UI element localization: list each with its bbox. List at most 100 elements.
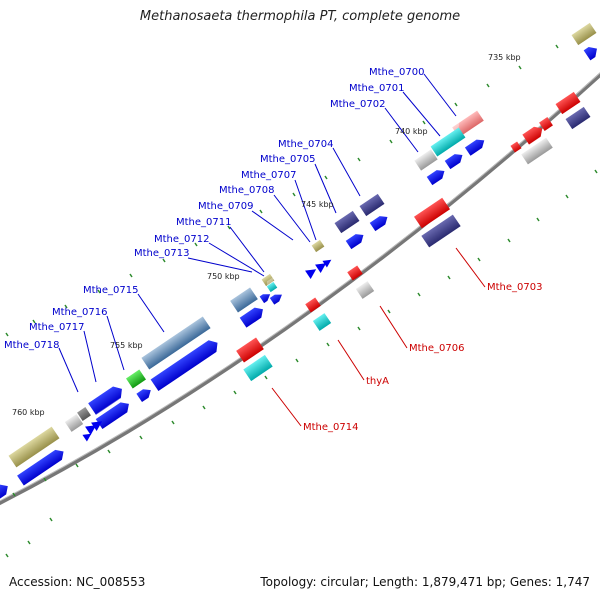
feature-mthe-0703[interactable] [412, 192, 453, 229]
feature-red-b[interactable] [520, 120, 546, 145]
cds-mthe-0708[interactable] [305, 265, 319, 279]
cds-mthe-0709b[interactable] [322, 256, 333, 268]
tick-mark-outer [422, 120, 426, 125]
tick-mark-inner [507, 238, 511, 243]
leader-mthe-0707 [294, 179, 317, 241]
feature-red-d[interactable] [508, 136, 524, 153]
feature-olive-b[interactable] [6, 421, 62, 468]
cds-mthe-0713b[interactable] [237, 301, 266, 328]
tick-mark-inner [27, 540, 31, 545]
cds-mthe-0712[interactable] [268, 288, 285, 305]
tick-mark-outer [324, 175, 328, 180]
feature-mthe-0711[interactable] [259, 268, 276, 287]
feature-mthe-0713[interactable] [228, 282, 260, 313]
cds-mthe-0717[interactable] [86, 380, 126, 415]
tick-mark-outer [162, 258, 166, 263]
gene-label-thya[interactable]: thyA [366, 376, 389, 387]
tick-mark-inner [295, 358, 299, 363]
cds-mthe-0713[interactable] [257, 288, 272, 304]
feature-red-c[interactable] [537, 112, 556, 131]
feature-mthe-0715[interactable] [139, 311, 213, 370]
gene-label-mthe-0711[interactable]: Mthe_0711 [176, 217, 232, 228]
tick-label-740: 740 kbp [395, 127, 428, 136]
cds-mthe-0705[interactable] [344, 228, 367, 250]
gene-label-mthe-0706[interactable]: Mthe_0706 [409, 343, 465, 354]
feature-mthe-0712[interactable] [264, 276, 279, 293]
gene-label-mthe-0713[interactable]: Mthe_0713 [134, 248, 190, 259]
tick-mark-inner [477, 257, 481, 262]
cds-top-right[interactable] [581, 40, 600, 61]
map-title: Methanosaeta thermophila PT, complete ge… [139, 9, 461, 24]
gene-label-mthe-0708[interactable]: Mthe_0708 [219, 185, 275, 196]
leader-thya [337, 339, 365, 381]
gene-label-mthe-0700[interactable]: Mthe_0700 [369, 67, 425, 78]
feature-mthe-0707[interactable] [309, 234, 326, 253]
leader-mthe-0715 [137, 293, 165, 333]
tick-mark-outer [129, 273, 133, 278]
feature-mthe-0702[interactable] [412, 144, 440, 171]
cds-mthe-0716[interactable] [134, 383, 153, 403]
feature-mthe-0704[interactable] [357, 188, 387, 217]
feature-mthe-0717[interactable] [75, 402, 94, 421]
feature-mthe-0718[interactable] [63, 409, 86, 432]
gene-label-mthe-0716[interactable]: Mthe_0716 [52, 307, 108, 318]
gene-label-mthe-0709[interactable]: Mthe_0709 [198, 201, 254, 212]
feature-grey-a[interactable] [519, 132, 555, 165]
feature-mthe-0703b[interactable] [419, 209, 463, 248]
feature-mthe-0705[interactable] [332, 205, 362, 234]
tick-mark-inner [565, 194, 569, 199]
feature-mthe-0714[interactable] [234, 332, 266, 363]
gene-label-mthe-0707[interactable]: Mthe_0707 [241, 170, 297, 181]
cds-mthe-0718a[interactable] [85, 421, 99, 435]
leader-mthe-0704 [332, 147, 361, 197]
feature-mthe-0714b[interactable] [241, 349, 275, 382]
feature-mthe-0716[interactable] [124, 364, 149, 389]
gene-label-mthe-0701[interactable]: Mthe_0701 [349, 83, 405, 94]
cds-mthe-0704[interactable] [368, 210, 391, 232]
feature-red-f[interactable] [303, 292, 323, 313]
leader-lines-layer [58, 73, 486, 427]
tick-label-745: 745 kbp [301, 200, 334, 209]
gene-label-mthe-0702[interactable]: Mthe_0702 [330, 99, 386, 110]
gene-label-mthe-0712[interactable]: Mthe_0712 [154, 234, 210, 245]
tick-mark-outer [292, 192, 296, 197]
tick-mark-inner [171, 420, 175, 425]
leader-mthe-0713 [187, 257, 253, 273]
cds-mthe-0717b[interactable] [93, 396, 132, 430]
gene-label-mthe-0715[interactable]: Mthe_0715 [83, 285, 139, 296]
feature-olive[interactable] [569, 17, 599, 46]
feature-red-a[interactable] [553, 86, 583, 115]
cds-left[interactable] [15, 443, 67, 486]
gene-label-mthe-0717[interactable]: Mthe_0717 [29, 322, 85, 333]
gene-label-mthe-0718[interactable]: Mthe_0718 [4, 340, 60, 351]
leader-mthe-0706 [379, 305, 408, 349]
gene-label-mthe-0704[interactable]: Mthe_0704 [278, 139, 334, 150]
cds-left-edge[interactable] [0, 478, 11, 499]
tick-mark-outer [97, 289, 101, 294]
cds-mthe-0709[interactable] [315, 259, 329, 273]
tick-label-760: 760 kbp [12, 408, 45, 417]
cds-mthe-0700[interactable] [463, 133, 487, 156]
gene-label-mthe-0703[interactable]: Mthe_0703 [487, 282, 543, 293]
tick-mark-inner [594, 169, 598, 174]
leader-mthe-0702 [384, 107, 419, 153]
tick-mark-inner [12, 492, 16, 497]
cds-mthe-0702[interactable] [425, 164, 448, 186]
tick-mark-inner [536, 217, 540, 222]
feature-mthe-0701[interactable] [428, 122, 468, 157]
feature-thya[interactable] [311, 308, 334, 331]
cds-mthe-0715[interactable] [148, 334, 221, 392]
feature-red-e[interactable] [345, 260, 365, 281]
tick-label-750: 750 kbp [207, 272, 240, 281]
tick-mark-inner [233, 390, 237, 395]
feature-mthe-0706[interactable] [354, 276, 377, 299]
cds-mthe-0718c[interactable] [82, 430, 93, 442]
cds-mthe-0701[interactable] [443, 148, 466, 170]
gene-label-mthe-0714[interactable]: Mthe_0714 [303, 422, 359, 433]
tick-mark-inner [75, 463, 79, 468]
tick-mark-outer [389, 139, 393, 144]
feature-navy-a[interactable] [563, 101, 593, 130]
gene-label-mthe-0705[interactable]: Mthe_0705 [260, 154, 316, 165]
cds-mthe-0718b[interactable] [91, 417, 105, 431]
